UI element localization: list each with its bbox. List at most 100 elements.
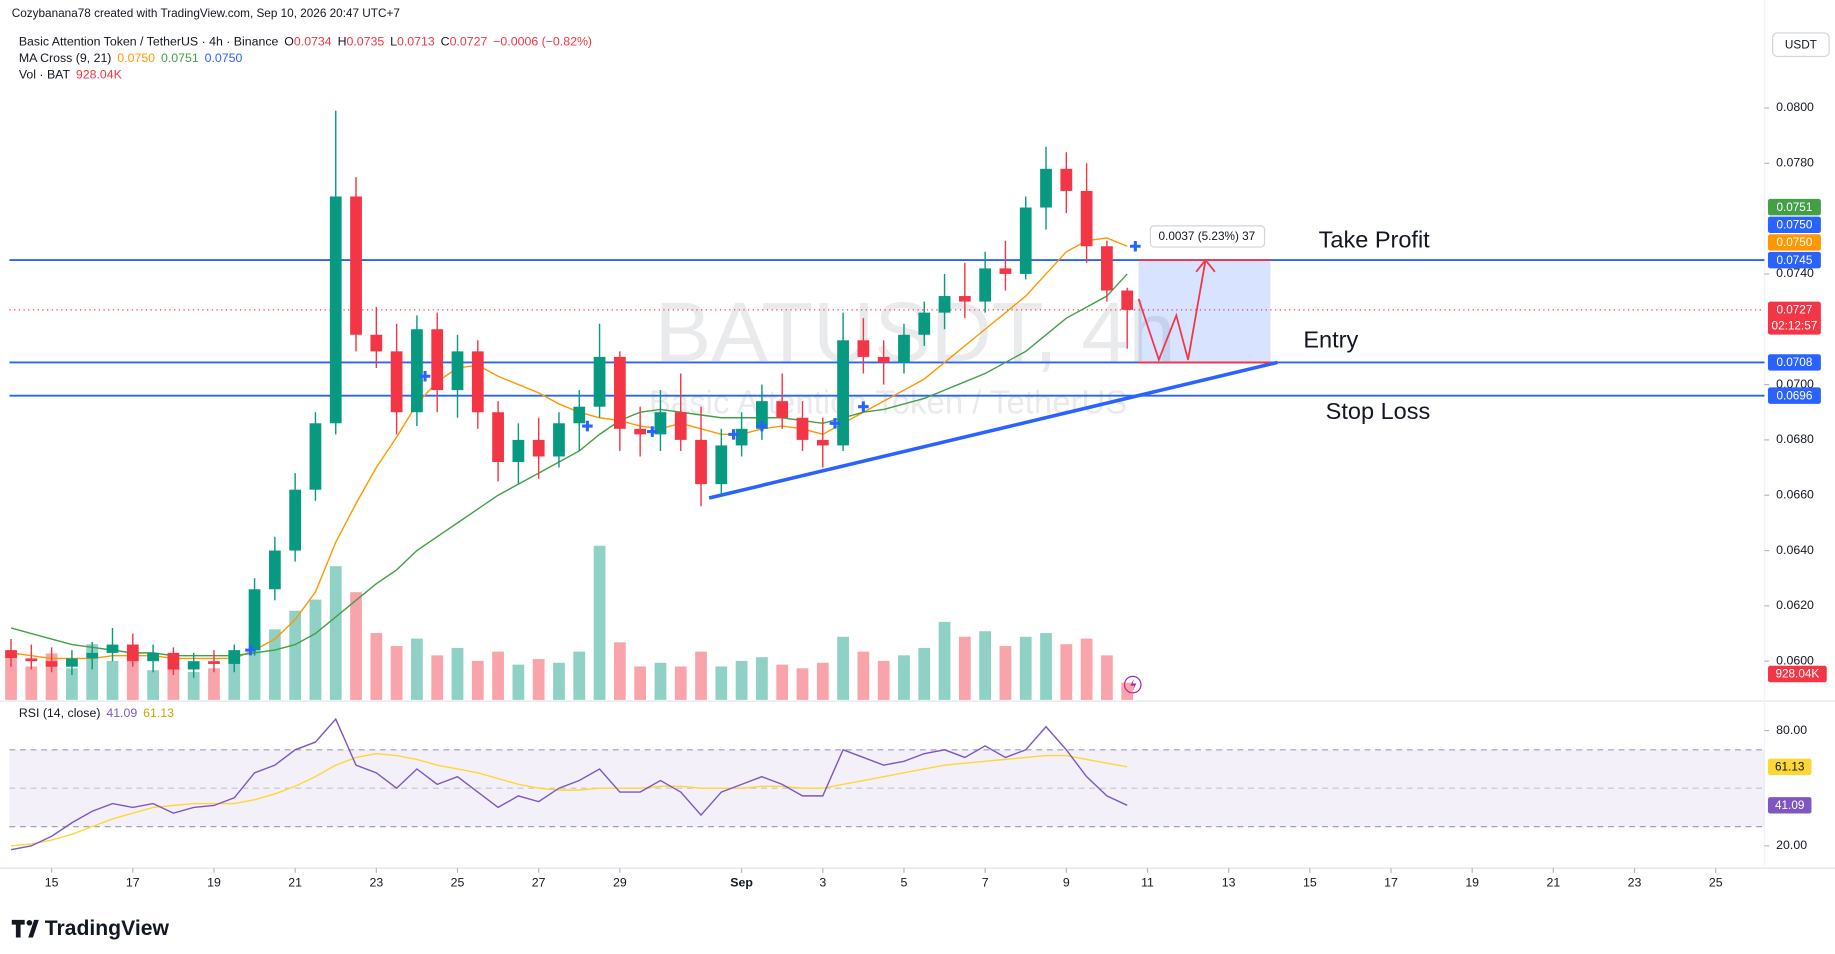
- volume-bar: [411, 638, 423, 700]
- volume-bar: [654, 662, 667, 700]
- measure-box: [1149, 225, 1266, 248]
- volume-bar: [66, 668, 78, 700]
- currency[interactable]: USDT: [1785, 38, 1817, 51]
- ma-cross: [245, 644, 256, 656]
- volume-bar: [958, 636, 971, 700]
- volume-tag-label: 928.04K: [1775, 668, 1819, 681]
- candle-body: [674, 412, 687, 440]
- volume-bar: [350, 592, 362, 700]
- candle-body: [532, 439, 545, 457]
- volume-bar: [695, 651, 707, 700]
- rsi-tag: [1767, 797, 1812, 814]
- volume-bar: [857, 651, 870, 700]
- volume-bar: [329, 566, 342, 700]
- candle-body: [918, 312, 931, 335]
- ohlc-value: 0.0727: [450, 35, 488, 49]
- volume-bar: [999, 646, 1012, 700]
- candle-body: [1121, 290, 1134, 310]
- candle-body: [350, 196, 362, 335]
- ma-cross: [858, 401, 869, 412]
- price-tag-label: 0.0745: [1776, 254, 1812, 267]
- candle-body: [45, 661, 58, 667]
- x-tick-label: 11: [1141, 876, 1154, 890]
- volume-bar: [106, 660, 119, 700]
- ma-cross: [419, 370, 431, 382]
- volume-bar: [45, 653, 58, 700]
- price-tag: [1767, 234, 1821, 251]
- candle-body: [5, 650, 17, 659]
- volume-bar: [1040, 633, 1052, 700]
- symbol: Basic Attention Token / TetherUS · 4h · …: [19, 35, 279, 49]
- measure-label: 0.0037 (5.23%) 37: [1159, 230, 1256, 243]
- brand-logo: [11, 919, 39, 938]
- x-tick-label: 27: [532, 876, 546, 890]
- volume-bar: [471, 660, 484, 700]
- price-tag-label: 0.0727: [1776, 304, 1812, 317]
- volume-bar: [147, 670, 159, 700]
- candle-body: [309, 423, 322, 490]
- candle-body: [147, 652, 159, 662]
- volume-bar: [674, 666, 687, 700]
- candle-body: [208, 661, 220, 664]
- ma-line: [10, 237, 1128, 660]
- y-tick-label: 0.0640: [1776, 543, 1814, 557]
- candle-body: [512, 439, 525, 463]
- y-tick-label: 0.0800: [1776, 100, 1814, 114]
- candle-body: [837, 340, 849, 446]
- candle-body: [268, 550, 281, 590]
- price-tag-label: 0.0708: [1776, 356, 1812, 369]
- candle-body: [248, 589, 261, 651]
- volume-bar: [167, 664, 180, 700]
- volume-bar: [86, 644, 99, 700]
- candle-body: [613, 356, 626, 429]
- candle-body: [1060, 168, 1073, 191]
- projection-path: [1137, 259, 1207, 363]
- volume-bar: [248, 636, 261, 700]
- annotation: Take Profit: [1319, 226, 1431, 252]
- volume-bar: [573, 651, 586, 700]
- rsi-legend: RSI (14, close) 41.09 61.13: [19, 706, 174, 720]
- currency-button[interactable]: [1772, 32, 1830, 58]
- candle-body: [877, 356, 890, 363]
- candle-body: [1040, 168, 1052, 208]
- change: −0.0006 (−0.82%): [493, 35, 592, 49]
- ohlc-key: C: [441, 35, 450, 49]
- candle-body: [816, 439, 829, 446]
- ma-cross: [1130, 240, 1141, 252]
- ma-name: MA Cross (9, 21): [19, 51, 112, 65]
- volume-bar: [451, 647, 464, 700]
- alert-bolt[interactable]: [1130, 678, 1137, 691]
- candle-body: [390, 351, 403, 413]
- candle-body: [86, 652, 99, 659]
- alert-icon[interactable]: [1123, 675, 1142, 694]
- ohlc-value: 0.0735: [346, 35, 384, 49]
- price-tag: [1767, 251, 1821, 269]
- volume-bar: [228, 659, 241, 700]
- candle-body: [999, 268, 1012, 274]
- volume-bar: [1080, 638, 1093, 700]
- candle-body: [573, 406, 586, 424]
- volume-bar: [532, 659, 545, 700]
- x-tick-label: 21: [288, 876, 302, 890]
- price-tag: [1767, 387, 1821, 404]
- price-tag: [1767, 301, 1821, 335]
- volume-bar: [431, 655, 444, 700]
- candle-body: [1080, 190, 1093, 247]
- x-tick-label: 15: [45, 876, 59, 890]
- x-tick-label: 17: [1384, 876, 1398, 890]
- y-tick-label: 0.0740: [1776, 266, 1814, 280]
- x-tick-label: 19: [207, 876, 221, 890]
- ohlc-key: H: [338, 35, 347, 49]
- projection-arrow: [1195, 258, 1216, 273]
- volume-bar: [126, 651, 139, 700]
- candle-body: [654, 412, 667, 435]
- candle-body: [735, 428, 748, 446]
- brand: TradingView: [45, 917, 170, 940]
- rsi-ma-line: [10, 752, 1128, 847]
- symbol-legend: Basic Attention Token / TetherUS · 4h · …: [19, 35, 592, 49]
- x-tick-label: 9: [1063, 876, 1070, 890]
- position-box: [1138, 260, 1271, 363]
- price-tag-time: 02:12:57: [1772, 319, 1818, 332]
- ma-cross: [728, 429, 739, 440]
